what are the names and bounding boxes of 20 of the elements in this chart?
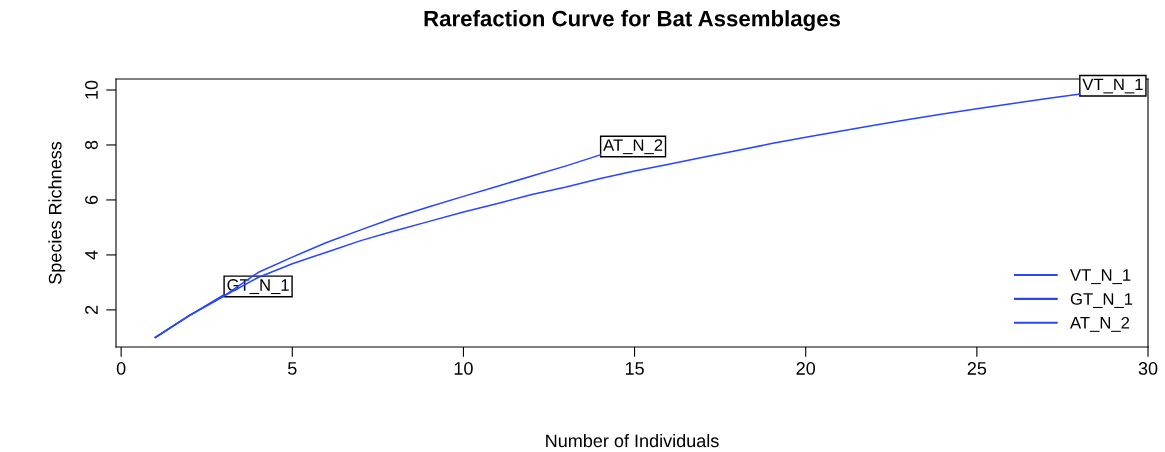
chart-title: Rarefaction Curve for Bat Assemblages [424, 10, 841, 31]
y-tick-label: 10 [85, 80, 98, 99]
legend-label: VT_N_1 [1070, 269, 1131, 285]
x-tick-label: 25 [967, 362, 987, 375]
x-tick-label: 30 [1138, 362, 1158, 375]
x-tick-label: 10 [454, 362, 473, 375]
annotation: VT_N_1 [1082, 78, 1143, 94]
y-tick-label: 6 [85, 195, 98, 205]
x-tick-label: 20 [796, 362, 816, 375]
x-tick-label: 0 [116, 362, 126, 375]
y-tick-label: 2 [85, 305, 98, 314]
x-tick-label: 15 [625, 362, 644, 375]
x-axis-title: Number of Individuals [546, 433, 719, 448]
x-tick-label: 5 [287, 362, 297, 375]
y-axis-title: Species Richness [48, 141, 66, 284]
y-tick-label: 8 [85, 140, 98, 150]
y-tick-label: 4 [85, 250, 98, 260]
legend-label: GT_N_1 [1070, 293, 1133, 308]
annotation: AT_N_2 [603, 139, 663, 155]
legend-label: AT_N_2 [1070, 316, 1130, 332]
